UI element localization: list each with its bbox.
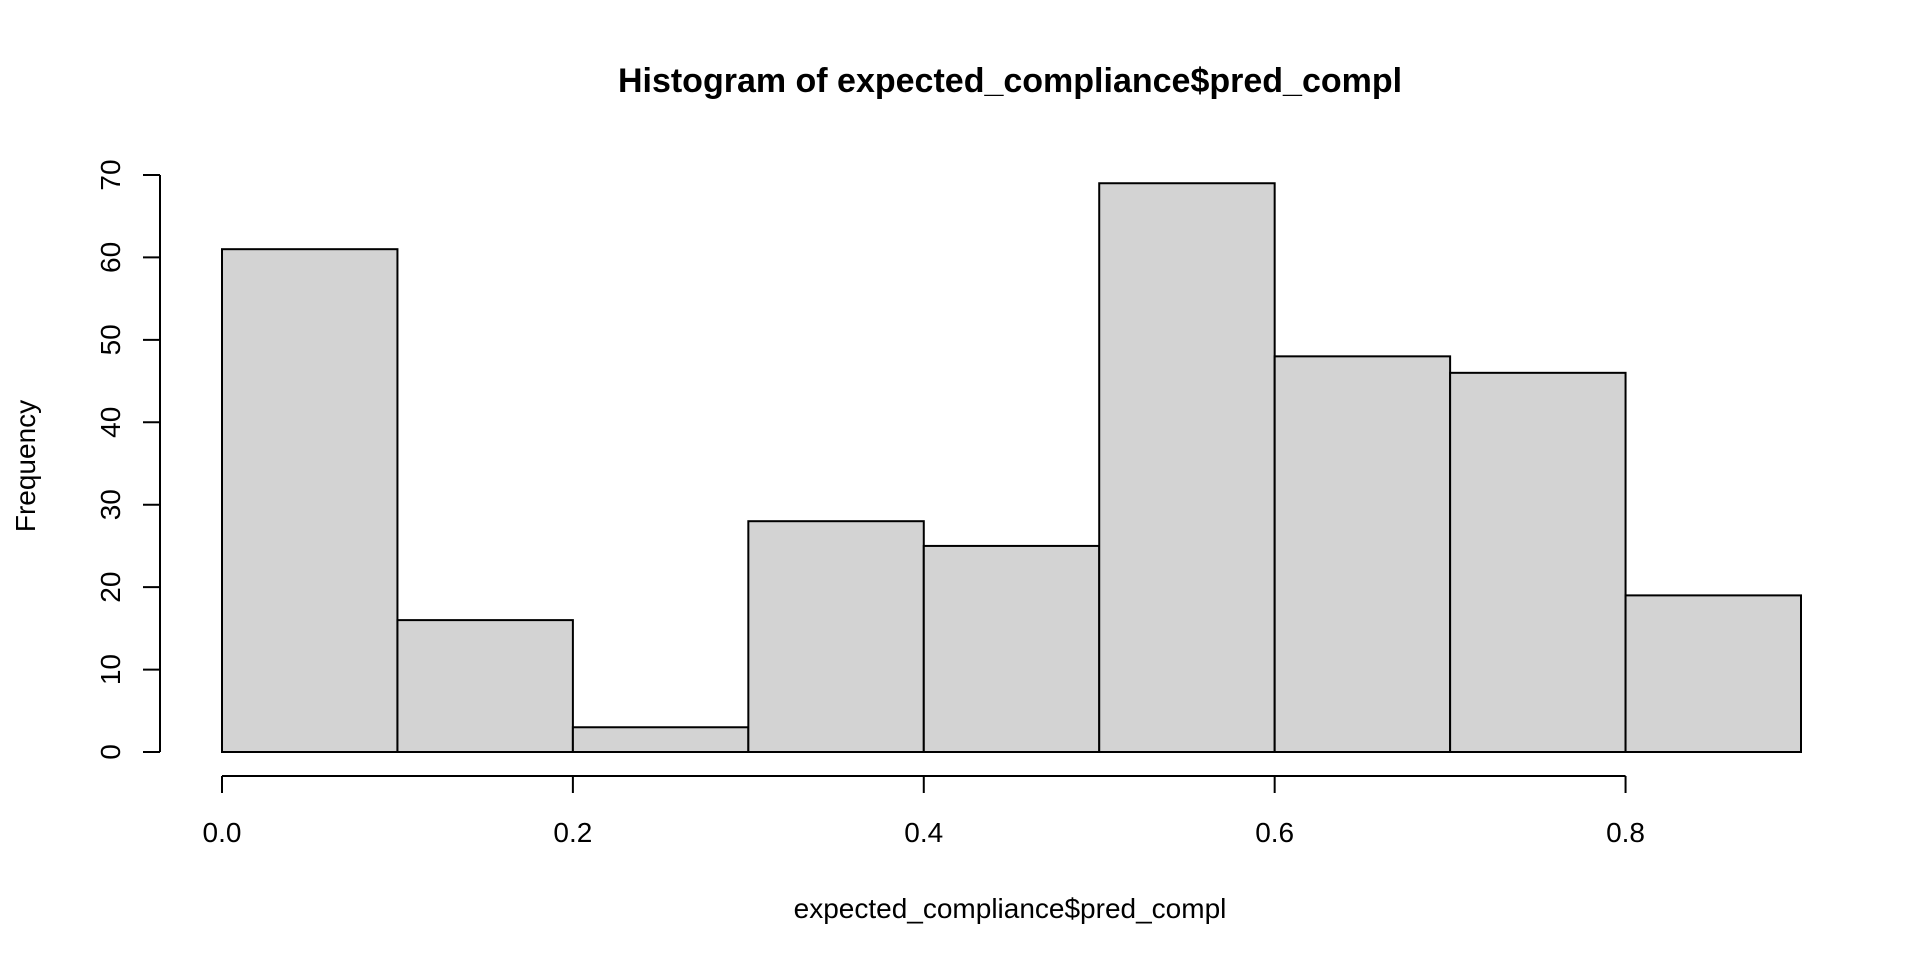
histogram-bar-8 <box>1624 594 1802 754</box>
histogram-bar-7 <box>1449 371 1627 753</box>
y-axis-label: Frequency <box>10 400 41 532</box>
y-tick-label-7: 70 <box>95 159 126 190</box>
y-tick-label-0: 0 <box>95 744 126 760</box>
x-axis-label: expected_compliance$pred_compl <box>794 893 1227 924</box>
x-tick-label-1: 0.2 <box>553 817 592 848</box>
y-tick-label-4: 40 <box>95 407 126 438</box>
histogram-bar-6 <box>1273 355 1452 753</box>
histogram-bar-4 <box>922 544 1101 754</box>
y-axis: 0 10 20 30 40 50 60 70 <box>95 159 161 760</box>
histogram-bar-1 <box>396 619 574 753</box>
chart-title: Histogram of expected_compliance$pred_co… <box>618 62 1402 100</box>
x-tick-label-0: 0.0 <box>203 817 242 848</box>
y-tick-label-2: 20 <box>95 572 126 603</box>
y-tick-label-6: 60 <box>95 242 126 273</box>
x-tick-label-2: 0.4 <box>904 817 943 848</box>
histogram-bar-2 <box>571 726 750 753</box>
y-tick-label-1: 10 <box>95 654 126 685</box>
y-tick-label-3: 30 <box>95 489 126 520</box>
histogram-bar-3 <box>747 520 925 754</box>
histogram-bar-0 <box>221 248 399 754</box>
x-tick-label-4: 0.8 <box>1606 817 1645 848</box>
x-axis: 0.0 0.2 0.4 0.6 0.8 <box>203 775 1645 848</box>
x-tick-label-3: 0.6 <box>1255 817 1294 848</box>
y-tick-label-5: 50 <box>95 324 126 355</box>
histogram-bar-5 <box>1098 182 1276 753</box>
histogram-bars <box>221 182 1802 754</box>
